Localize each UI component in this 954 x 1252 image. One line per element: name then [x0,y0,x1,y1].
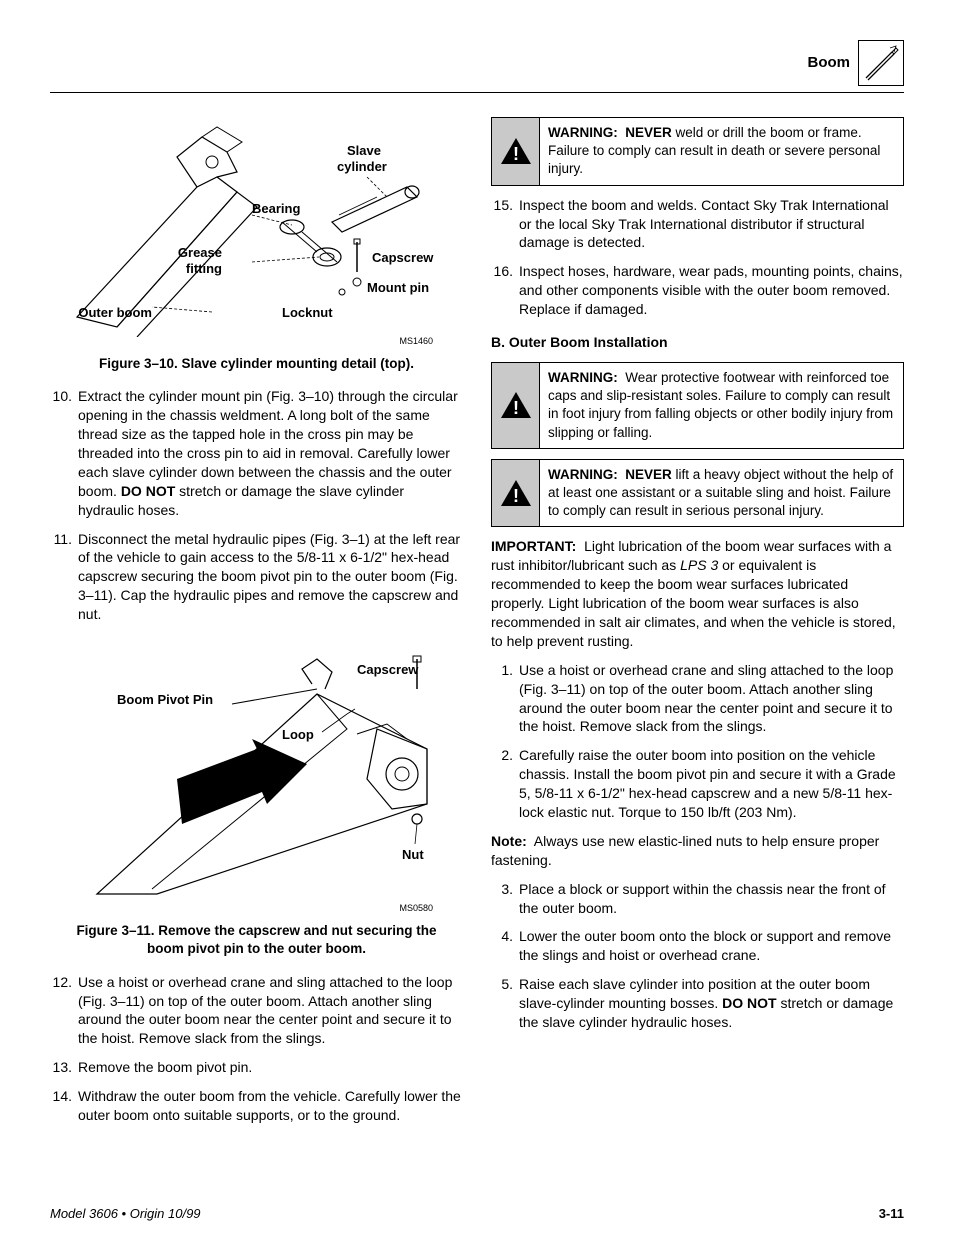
step-number: 14. [50,1087,78,1125]
figure-3-11: Capscrew Boom Pivot Pin Loop Nut MS0580 [50,634,463,914]
warning-icon: ! [492,118,540,185]
step-text: Inspect the boom and welds. Contact Sky … [519,196,904,253]
svg-text:Grease: Grease [177,245,221,260]
step-number: 10. [50,387,78,519]
warning-text: WARNING: Wear protective footwear with r… [540,363,903,448]
svg-text:Slave: Slave [347,143,381,158]
step-number: 2. [491,746,519,822]
figure-3-11-caption: Figure 3–11. Remove the capscrew and nut… [50,922,463,958]
step-text: Use a hoist or overhead crane and sling … [519,661,904,737]
right-column: ! WARNING: NEVER weld or drill the boom … [491,117,904,1135]
step-text: Carefully raise the outer boom into posi… [519,746,904,822]
step-text: Remove the boom pivot pin. [78,1058,463,1077]
header-section-label: Boom [808,53,851,73]
warning-icon: ! [492,460,540,527]
step-number: 16. [491,262,519,319]
step-number: 12. [50,973,78,1049]
figure-3-10-caption: Figure 3–10. Slave cylinder mounting det… [50,355,463,373]
step-text: Place a block or support within the chas… [519,880,904,918]
step-text: Use a hoist or overhead crane and sling … [78,973,463,1049]
step-number: 15. [491,196,519,253]
warning-box: ! WARNING: Wear protective footwear with… [491,362,904,449]
warning-text: WARNING: NEVER lift a heavy object witho… [540,460,903,527]
svg-text:Locknut: Locknut [282,305,333,320]
install-steps-block-2: 3.Place a block or support within the ch… [491,880,904,1032]
svg-text:Boom Pivot Pin: Boom Pivot Pin [117,692,213,707]
step-number: 5. [491,975,519,1032]
svg-text:Mount pin: Mount pin [367,280,429,295]
step-text: Raise each slave cylinder into position … [519,975,904,1032]
svg-text:!: ! [513,398,519,418]
header-rule [50,92,904,93]
svg-text:Capscrew: Capscrew [372,250,434,265]
svg-text:cylinder: cylinder [337,159,387,174]
footer-page-number: 3-11 [879,1205,904,1223]
svg-text:fitting: fitting [185,261,221,276]
step-text: Inspect hoses, hardware, wear pads, moun… [519,262,904,319]
right-steps-block-1: 15.Inspect the boom and welds. Contact S… [491,196,904,319]
warning-box: ! WARNING: NEVER weld or drill the boom … [491,117,904,186]
section-b-heading: B. Outer Boom Installation [491,333,904,352]
figure-3-10: Slave cylinder Bearing Grease fitting Ou… [50,117,463,347]
page-footer: Model 3606 • Origin 10/99 3-11 [50,1205,904,1223]
warning-text: WARNING: NEVER weld or drill the boom or… [540,118,903,185]
warning-box: ! WARNING: NEVER lift a heavy object wit… [491,459,904,528]
footer-model: Model 3606 • Origin 10/99 [50,1205,201,1223]
svg-text:Bearing: Bearing [252,201,300,216]
figure-3-10-id: MS1460 [50,335,463,347]
step-number: 13. [50,1058,78,1077]
two-column-layout: Slave cylinder Bearing Grease fitting Ou… [50,117,904,1135]
important-paragraph: IMPORTANT: Light lubrication of the boom… [491,537,904,650]
step-number: 1. [491,661,519,737]
svg-text:Outer boom: Outer boom [78,305,152,320]
install-steps-block-1: 1.Use a hoist or overhead crane and slin… [491,661,904,822]
figure-3-11-id: MS0580 [50,902,463,914]
boom-icon [858,40,904,86]
left-steps-block-2: 12.Use a hoist or overhead crane and sli… [50,973,463,1125]
note-paragraph: Note: Always use new elastic-lined nuts … [491,832,904,870]
step-number: 3. [491,880,519,918]
warning-icon: ! [492,363,540,448]
svg-text:Capscrew: Capscrew [357,662,419,677]
step-text: Disconnect the metal hydraulic pipes (Fi… [78,530,463,624]
step-text: Withdraw the outer boom from the vehicle… [78,1087,463,1125]
svg-text:!: ! [513,144,519,164]
step-text: Extract the cylinder mount pin (Fig. 3–1… [78,387,463,519]
left-column: Slave cylinder Bearing Grease fitting Ou… [50,117,463,1135]
svg-text:!: ! [513,486,519,506]
step-number: 11. [50,530,78,624]
svg-text:Nut: Nut [402,847,424,862]
left-steps-block-1: 10.Extract the cylinder mount pin (Fig. … [50,387,463,624]
page-header: Boom [50,40,904,86]
step-number: 4. [491,927,519,965]
step-text: Lower the outer boom onto the block or s… [519,927,904,965]
svg-text:Loop: Loop [282,727,314,742]
